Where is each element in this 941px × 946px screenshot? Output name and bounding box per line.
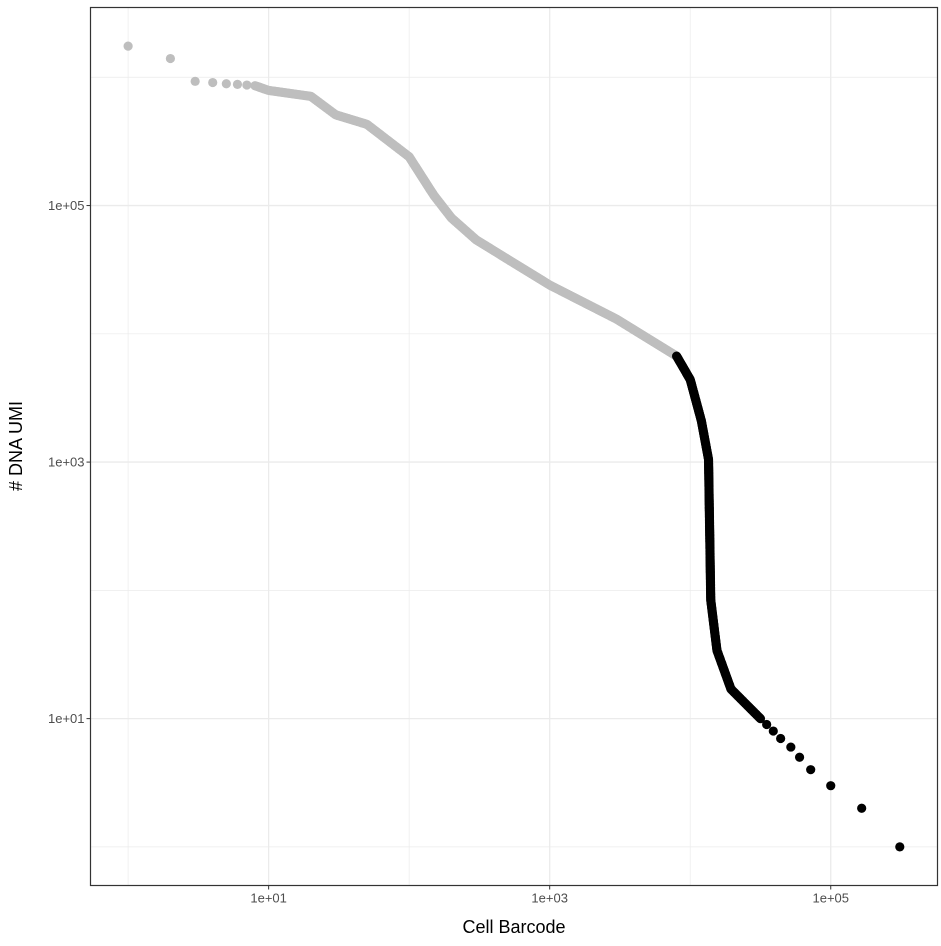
background-barcode-point [232, 79, 243, 90]
x-tick-label: 1e+01 [250, 891, 287, 906]
x-axis-label: Cell Barcode [462, 917, 565, 937]
background-barcode-point [165, 53, 176, 64]
cell-barcode-point [786, 742, 796, 752]
background-barcode-point [208, 77, 218, 88]
cell-barcode-point [895, 842, 905, 852]
cell-barcode-point [755, 714, 766, 724]
x-tick-label: 1e+05 [812, 891, 849, 906]
cell-barcode-point [794, 752, 805, 762]
cell-barcode-point [857, 803, 867, 813]
cell-barcode-point [806, 765, 816, 775]
grid [90, 7, 938, 886]
data-points [123, 41, 905, 852]
cell-barcode-point [776, 733, 786, 744]
cell-barcode-point [826, 781, 836, 791]
y-axis-label: # DNA UMI [6, 401, 26, 491]
y-tick-label: 1e+05 [48, 198, 85, 213]
background-barcode-point [221, 79, 231, 89]
background-barcode-point [190, 76, 200, 86]
panel-border [89, 6, 939, 887]
y-tick-label: 1e+01 [48, 711, 85, 726]
cell-barcode-point [768, 726, 778, 736]
background-barcode-point [242, 80, 252, 90]
background-barcode-point [123, 41, 133, 51]
x-tick-label: 1e+03 [531, 891, 568, 906]
cell-barcode-point [762, 719, 772, 730]
y-tick-label: 1e+03 [48, 455, 85, 470]
ticks: 1e+01 1e+03 1e+05 1e+01 1e+03 1e+05 [48, 198, 849, 905]
